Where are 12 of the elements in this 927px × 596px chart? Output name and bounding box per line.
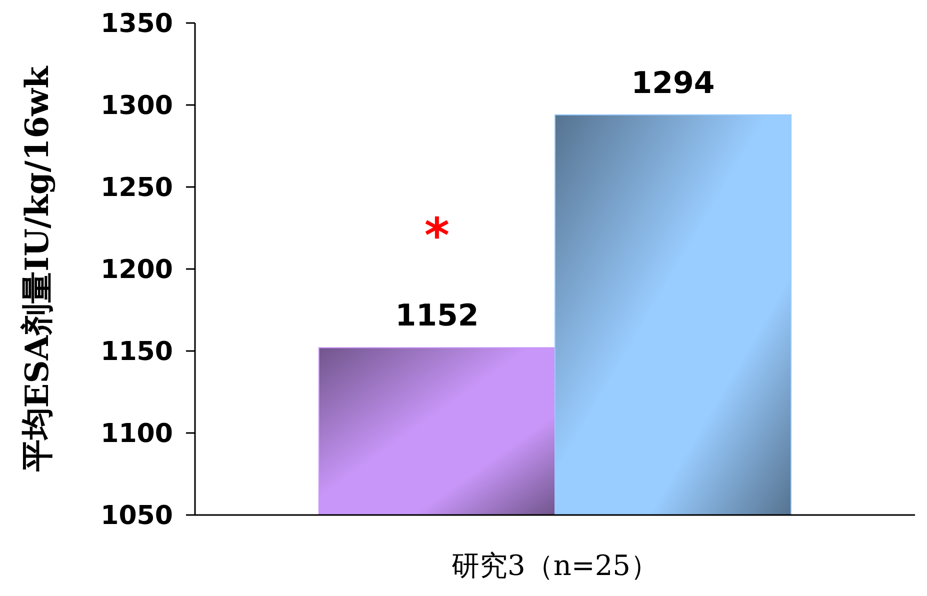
- y-tick-label: 1100: [100, 419, 173, 450]
- y-tick-label: 1250: [100, 173, 173, 204]
- y-axis-title: 平均ESA剂量IU/kg/16wk: [18, 65, 56, 473]
- data-label: 1152: [395, 298, 479, 334]
- data-label: 1294: [631, 66, 715, 101]
- y-tick-label: 1300: [100, 91, 173, 122]
- x-tick-label: 研究3（n=25）: [452, 549, 658, 582]
- y-tick-label: 1150: [100, 337, 173, 368]
- y-tick-label: 1200: [100, 255, 173, 286]
- y-tick-label: 1350: [100, 9, 173, 40]
- y-tick-label: 1050: [100, 501, 173, 532]
- annotation: *: [424, 208, 450, 264]
